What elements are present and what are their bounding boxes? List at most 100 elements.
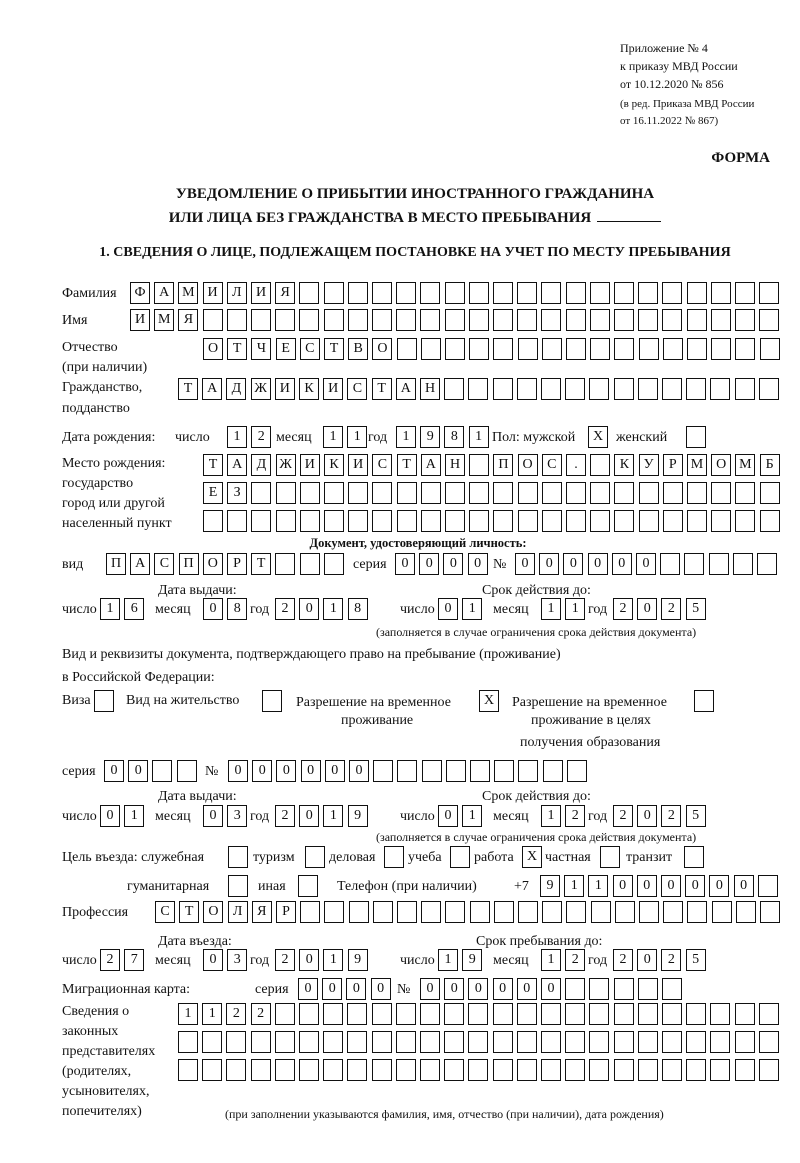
purpose-checkbox-cell[interactable] (228, 875, 248, 897)
migration-series-cell[interactable]: 0 (298, 978, 318, 1000)
representatives-cell[interactable] (468, 1031, 489, 1053)
stay_doc-issued-year-cell[interactable]: 1 (323, 805, 344, 827)
profession-cell[interactable] (663, 901, 684, 923)
sex-female-cell[interactable] (686, 426, 706, 448)
name-cell[interactable] (396, 309, 417, 331)
representatives-cell[interactable]: 2 (250, 1003, 271, 1025)
purpose-checkbox-cell[interactable] (305, 846, 325, 868)
birth-place-cell[interactable]: Т (396, 454, 417, 476)
representatives-cell[interactable]: 1 (202, 1003, 223, 1025)
birth-place-cell[interactable]: А (420, 454, 441, 476)
citizenship-cell[interactable]: Н (420, 378, 440, 400)
migration-number-cell[interactable] (589, 978, 610, 1000)
birth-place-cell[interactable] (711, 482, 732, 504)
surname-cell[interactable] (323, 282, 344, 304)
birth-place-cell[interactable]: Д (251, 454, 272, 476)
doc-series-cell[interactable]: 0 (443, 553, 464, 575)
doc-number-cell[interactable] (732, 553, 753, 575)
profession-cell[interactable] (445, 901, 466, 923)
birth-place-cell[interactable] (687, 482, 707, 504)
birth-place-cell[interactable] (348, 510, 369, 532)
doc-type-cell[interactable]: А (130, 553, 151, 575)
representatives-cell[interactable] (468, 1003, 489, 1025)
representatives-cell[interactable] (710, 1003, 731, 1025)
representatives-cell[interactable] (395, 1031, 416, 1053)
identity_doc-issued-month-cell[interactable]: 0 (203, 598, 223, 620)
profession-cell[interactable] (421, 901, 442, 923)
birth-place-cell[interactable] (759, 482, 780, 504)
profession-cell[interactable]: С (155, 901, 175, 923)
stay_doc-expires-day-cell[interactable]: 1 (462, 805, 483, 827)
birth-place-cell[interactable] (251, 482, 272, 504)
representatives-cell[interactable] (710, 1031, 731, 1053)
name-cell[interactable] (517, 309, 538, 331)
doc-type-cell[interactable]: О (202, 553, 223, 575)
surname-cell[interactable] (517, 282, 538, 304)
birth-place-cell[interactable]: Т (203, 454, 223, 476)
profession-cell[interactable] (300, 901, 321, 923)
representatives-cell[interactable] (565, 1059, 586, 1081)
representatives-cell[interactable] (516, 1003, 537, 1025)
temp-residence-edu-checkbox-cell[interactable] (694, 690, 714, 712)
birth-place-cell[interactable] (348, 482, 369, 504)
citizenship-cell[interactable]: А (202, 378, 223, 400)
name-cell[interactable] (759, 309, 780, 331)
stay_doc-issued-day-cell[interactable]: 0 (100, 805, 120, 827)
birth-place-cell[interactable]: А (227, 454, 248, 476)
citizenship-cell[interactable] (686, 378, 707, 400)
identity_doc-expires-day-cell[interactable]: 1 (462, 598, 483, 620)
profession-cell[interactable] (372, 901, 393, 923)
entry-entry_date-month-cell[interactable]: 0 (203, 949, 223, 971)
citizenship-cell[interactable] (758, 378, 779, 400)
name-cell[interactable] (589, 309, 610, 331)
migration-number-cell[interactable] (613, 978, 634, 1000)
birth-place-cell[interactable]: Е (203, 482, 223, 504)
citizenship-cell[interactable]: Т (371, 378, 392, 400)
birth-place-cell[interactable] (324, 482, 344, 504)
phone-cell[interactable]: 1 (588, 875, 609, 897)
birth-place-cell[interactable]: Ж (275, 454, 296, 476)
surname-cell[interactable] (420, 282, 441, 304)
citizenship-cell[interactable]: Д (226, 378, 247, 400)
doc-number-cell[interactable] (660, 553, 681, 575)
name-cell[interactable] (347, 309, 368, 331)
doc-series-cell[interactable]: 0 (419, 553, 440, 575)
representatives-cell[interactable] (323, 1003, 344, 1025)
birth-place-cell[interactable] (590, 454, 611, 476)
stay_doc-expires-month-cell[interactable]: 2 (565, 805, 586, 827)
profession-cell[interactable] (614, 901, 635, 923)
representatives-cell[interactable] (420, 1003, 440, 1025)
surname-cell[interactable] (589, 282, 610, 304)
doc-number-cell[interactable]: 0 (587, 553, 608, 575)
patronymic-cell[interactable] (711, 338, 732, 360)
patronymic-cell[interactable]: О (372, 338, 393, 360)
patronymic-cell[interactable] (420, 338, 441, 360)
representatives-cell[interactable] (250, 1059, 271, 1081)
representatives-cell[interactable] (541, 1031, 561, 1053)
entry-entry_date-year-cell[interactable]: 9 (347, 949, 368, 971)
surname-cell[interactable]: А (154, 282, 175, 304)
birth-place-cell[interactable] (735, 510, 756, 532)
stay-doc-series-cell[interactable]: 0 (128, 760, 149, 782)
birth-place-cell[interactable] (590, 510, 611, 532)
birth-place-cell[interactable] (711, 510, 732, 532)
entry-stay_until-year-cell[interactable]: 2 (613, 949, 633, 971)
representatives-cell[interactable] (662, 1059, 682, 1081)
surname-cell[interactable]: Л (226, 282, 247, 304)
birth-place-cell[interactable] (493, 482, 514, 504)
doc-series-cell[interactable]: 0 (395, 553, 415, 575)
profession-cell[interactable] (397, 901, 417, 923)
entry-stay_until-day-cell[interactable]: 1 (438, 949, 458, 971)
surname-cell[interactable]: Я (275, 282, 296, 304)
representatives-cell[interactable] (444, 1003, 465, 1025)
stay_doc-issued-year-cell[interactable]: 0 (299, 805, 320, 827)
representatives-cell[interactable] (444, 1031, 465, 1053)
birth-place-cell[interactable] (662, 482, 683, 504)
purpose-service-checkbox-cell[interactable] (228, 846, 248, 868)
stay_doc-expires-year-cell[interactable]: 2 (613, 805, 633, 827)
surname-cell[interactable] (541, 282, 562, 304)
birth-place-cell[interactable]: И (348, 454, 369, 476)
name-cell[interactable] (444, 309, 465, 331)
representatives-cell[interactable] (347, 1031, 368, 1053)
identity_doc-expires-year-cell[interactable]: 2 (661, 598, 682, 620)
